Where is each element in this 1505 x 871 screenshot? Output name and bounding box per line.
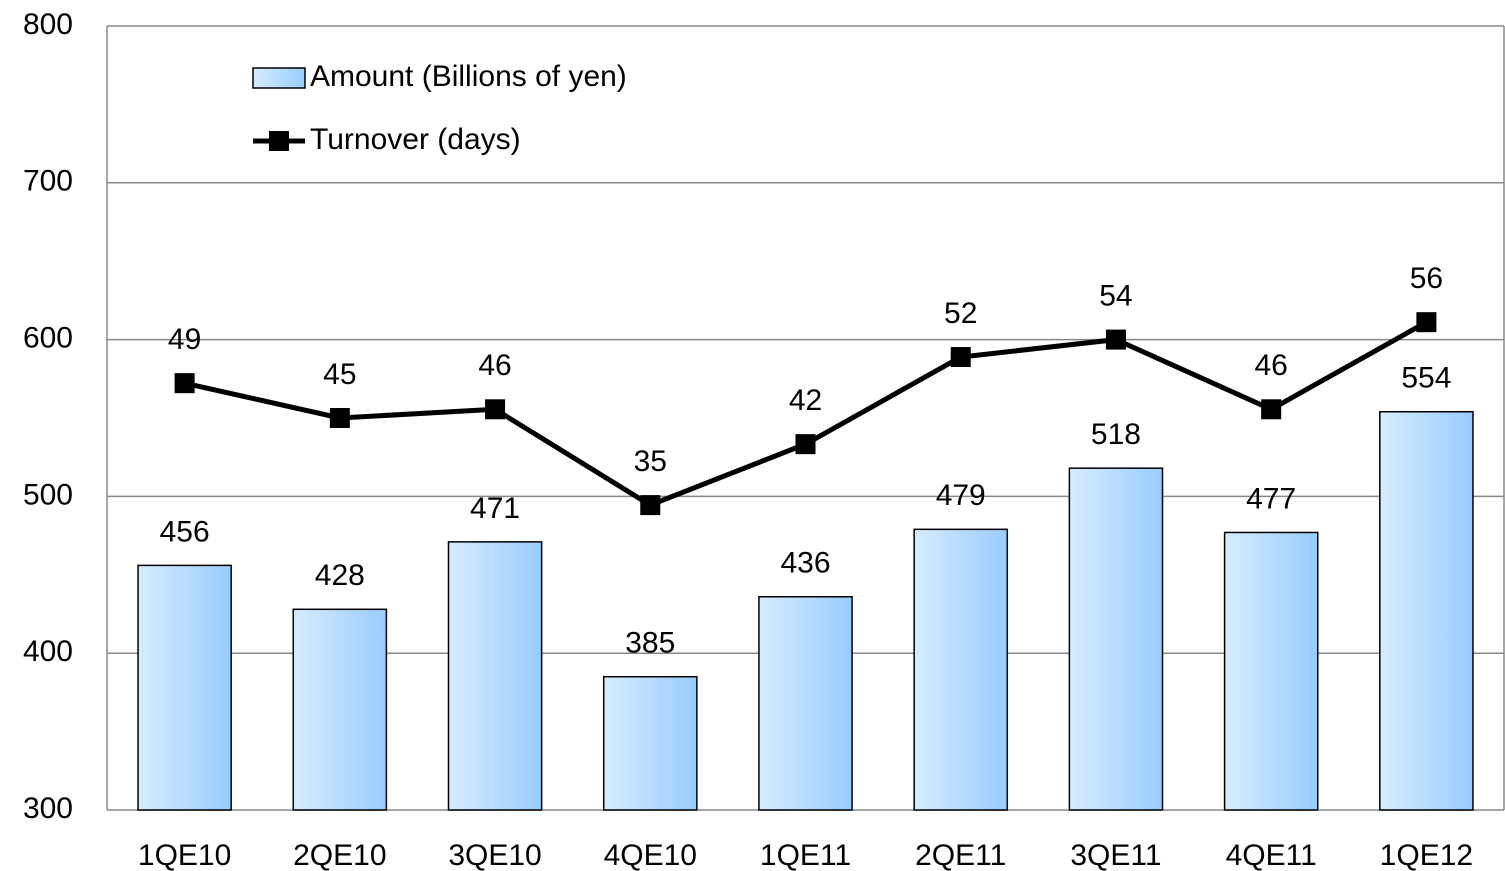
data-label: 42 [789, 384, 822, 417]
marker [1416, 312, 1437, 333]
data-label: 54 [1099, 280, 1132, 313]
data-label: 479 [936, 479, 986, 512]
bar [758, 596, 853, 811]
marker [485, 399, 506, 420]
y-tick-label: 500 [23, 478, 73, 511]
bar [913, 528, 1009, 811]
legend-swatch [252, 67, 306, 89]
bar [1223, 531, 1319, 811]
data-label: 477 [1246, 482, 1296, 515]
y-tick-label: 800 [23, 8, 73, 41]
data-label: 385 [625, 627, 675, 660]
data-label: 56 [1410, 262, 1443, 295]
y-tick-label: 400 [23, 635, 73, 668]
x-tick-label: 1QE12 [1380, 839, 1473, 871]
marker [174, 373, 195, 394]
x-tick-label: 1QE10 [138, 839, 231, 871]
data-label: 428 [315, 559, 365, 592]
data-label: 46 [1254, 349, 1287, 382]
marker [640, 495, 661, 516]
x-tick-label: 4QE11 [1226, 839, 1317, 871]
x-tick-label: 1QE11 [760, 839, 851, 871]
bar [602, 675, 698, 811]
data-label: 46 [478, 349, 511, 382]
legend-marker [269, 131, 289, 151]
y-tick-label: 700 [23, 165, 73, 198]
x-tick-label: 3QE11 [1070, 839, 1161, 871]
marker [329, 408, 350, 428]
y-tick-label: 300 [23, 792, 73, 825]
data-label: 456 [160, 515, 210, 548]
data-label: 436 [780, 547, 830, 580]
data-label: 518 [1091, 418, 1141, 451]
x-tick-label: 3QE10 [448, 839, 541, 871]
marker [1261, 399, 1282, 420]
data-label: 35 [634, 445, 667, 478]
data-label: 554 [1401, 362, 1451, 395]
legend-label: Turnover (days) [310, 123, 521, 156]
bar [292, 608, 388, 811]
bar [137, 564, 232, 811]
x-tick-label: 2QE11 [915, 839, 1006, 871]
marker [1105, 329, 1126, 350]
data-label: 52 [944, 297, 977, 330]
bar [447, 541, 543, 811]
data-label: 45 [323, 358, 356, 391]
x-tick-label: 4QE10 [604, 839, 697, 871]
legend-label: Amount (Billions of yen) [310, 60, 627, 93]
marker [950, 347, 971, 368]
data-label: 471 [470, 492, 520, 525]
x-tick-label: 2QE10 [293, 839, 386, 871]
bar [1068, 467, 1164, 811]
marker [795, 434, 816, 455]
data-label: 49 [168, 323, 201, 356]
bar [1379, 410, 1474, 811]
y-tick-label: 600 [23, 322, 73, 355]
